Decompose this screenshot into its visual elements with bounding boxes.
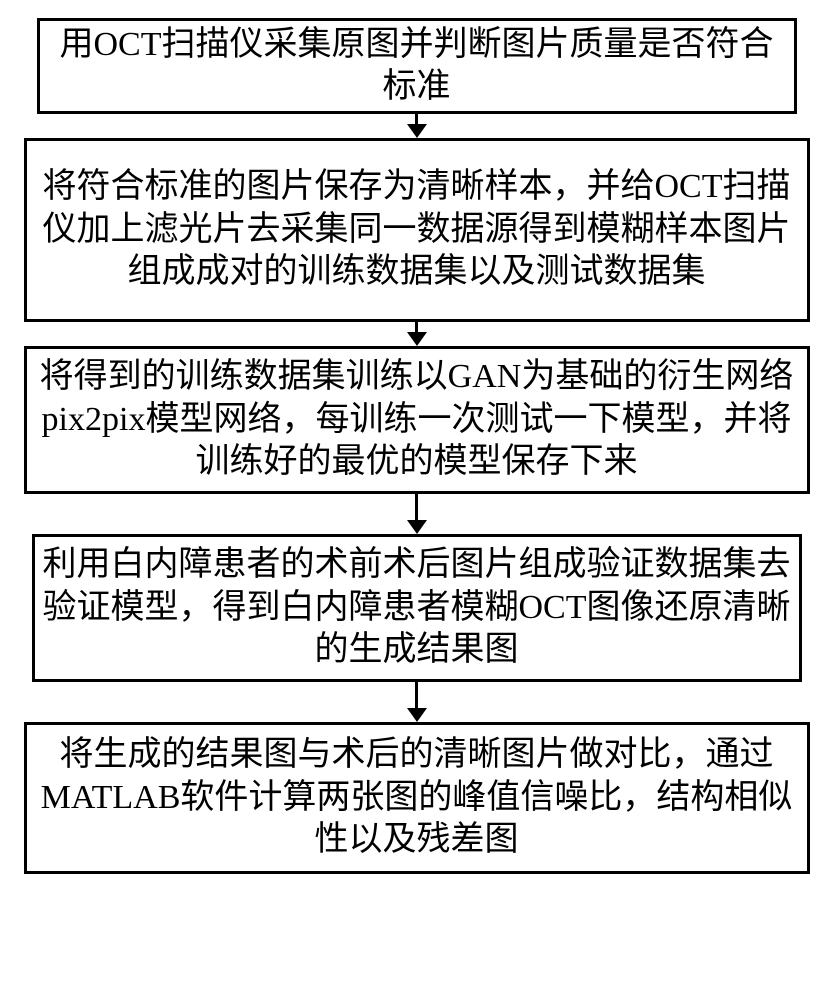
arrow-head-icon [407,332,427,346]
flow-node-4-text: 利用白内障患者的术前术后图片组成验证数据集去验证模型，得到白内障患者模糊OCT图… [43,544,791,672]
arrow-line [415,114,418,124]
flow-node-2-text: 将符合标准的图片保存为清晰样本，并给OCT扫描仪加上滤光片去采集同一数据源得到模… [35,166,799,294]
arrow-line [415,322,418,332]
flow-node-1-text: 用OCT扫描仪采集原图并判断图片质量是否符合标准 [48,24,786,109]
flow-node-4: 利用白内障患者的术前术后图片组成验证数据集去验证模型，得到白内障患者模糊OCT图… [32,534,802,682]
arrow-head-icon [407,708,427,722]
flow-node-1: 用OCT扫描仪采集原图并判断图片质量是否符合标准 [37,18,797,114]
arrow-head-icon [407,124,427,138]
flowchart-container: 用OCT扫描仪采集原图并判断图片质量是否符合标准 将符合标准的图片保存为清晰样本… [0,0,833,1000]
arrow-line [415,494,418,520]
flow-node-5-text: 将生成的结果图与术后的清晰图片做对比，通过MATLAB软件计算两张图的峰值信噪比… [35,734,799,862]
flow-arrow-2 [407,322,427,346]
flow-node-3: 将得到的训练数据集训练以GAN为基础的衍生网络pix2pix模型网络，每训练一次… [24,346,810,494]
flow-arrow-4 [407,682,427,722]
flow-node-5: 将生成的结果图与术后的清晰图片做对比，通过MATLAB软件计算两张图的峰值信噪比… [24,722,810,874]
flow-arrow-3 [407,494,427,534]
arrow-head-icon [407,520,427,534]
flow-arrow-1 [407,114,427,138]
arrow-line [415,682,418,708]
flow-node-2: 将符合标准的图片保存为清晰样本，并给OCT扫描仪加上滤光片去采集同一数据源得到模… [24,138,810,322]
flow-node-3-text: 将得到的训练数据集训练以GAN为基础的衍生网络pix2pix模型网络，每训练一次… [35,356,799,484]
